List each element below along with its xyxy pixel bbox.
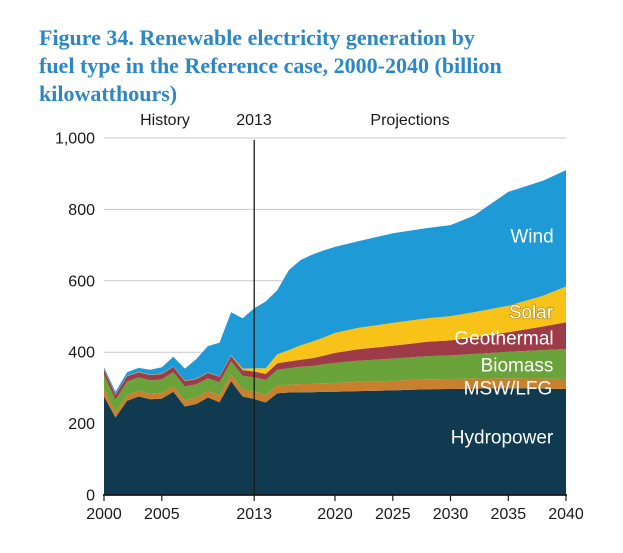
x-axis: 2000 2005 2013 2020 2025 2030 2035 2040: [86, 494, 584, 523]
x-tick-label-2035: 2035: [491, 506, 527, 523]
y-tick-label-0: 0: [86, 488, 95, 505]
x-tick-label-2025: 2025: [375, 506, 411, 523]
area-hydropower: [104, 381, 566, 495]
x-tick-label-2040: 2040: [548, 506, 584, 523]
area-solar: [104, 286, 566, 395]
figure-title-line-3: kilowatthours): [39, 81, 178, 106]
x-tick-label-2005: 2005: [144, 506, 180, 523]
x-tick-label-2030: 2030: [433, 506, 469, 523]
divider-year-label: 2013: [236, 112, 272, 129]
y-tick-label-200: 200: [68, 416, 95, 433]
area-biomass: [104, 349, 566, 413]
y-tick-label-400: 400: [68, 345, 95, 362]
y-tick-label-800: 800: [68, 202, 95, 219]
x-tick-label-2013: 2013: [236, 506, 272, 523]
y-tick-label-1000: 1,000: [55, 131, 95, 148]
hydropower-area-label: Hydropower: [451, 428, 554, 449]
x-tick-label-2020: 2020: [317, 506, 353, 523]
area-msw-lfg: [104, 374, 566, 418]
x-tick-label-2000: 2000: [86, 506, 122, 523]
figure-title-line-1: Figure 34. Renewable electricity generat…: [39, 25, 475, 50]
area-labels: Wind Solar Geothermal Biomass MSW/LFG Hy…: [451, 227, 555, 449]
solar-area-label: Solar: [509, 303, 554, 324]
area-wind: [104, 170, 566, 395]
y-axis-labels: 0 200 400 600 800 1,000: [55, 131, 95, 505]
figure-title: Figure 34. Renewable electricity generat…: [39, 24, 614, 108]
projections-label: Projections: [370, 112, 450, 129]
msw-lfg-area-label: MSW/LFG: [464, 379, 553, 400]
wind-area-label: Wind: [510, 227, 553, 248]
area-geothermal: [104, 322, 566, 400]
biomass-area-label: Biomass: [481, 356, 554, 377]
y-tick-label-600: 600: [68, 273, 95, 290]
geothermal-area-label: Geothermal: [454, 329, 553, 350]
history-label: History: [140, 112, 190, 129]
area-layers: [104, 170, 566, 495]
figure-title-line-2: fuel type in the Reference case, 2000-20…: [39, 53, 502, 78]
